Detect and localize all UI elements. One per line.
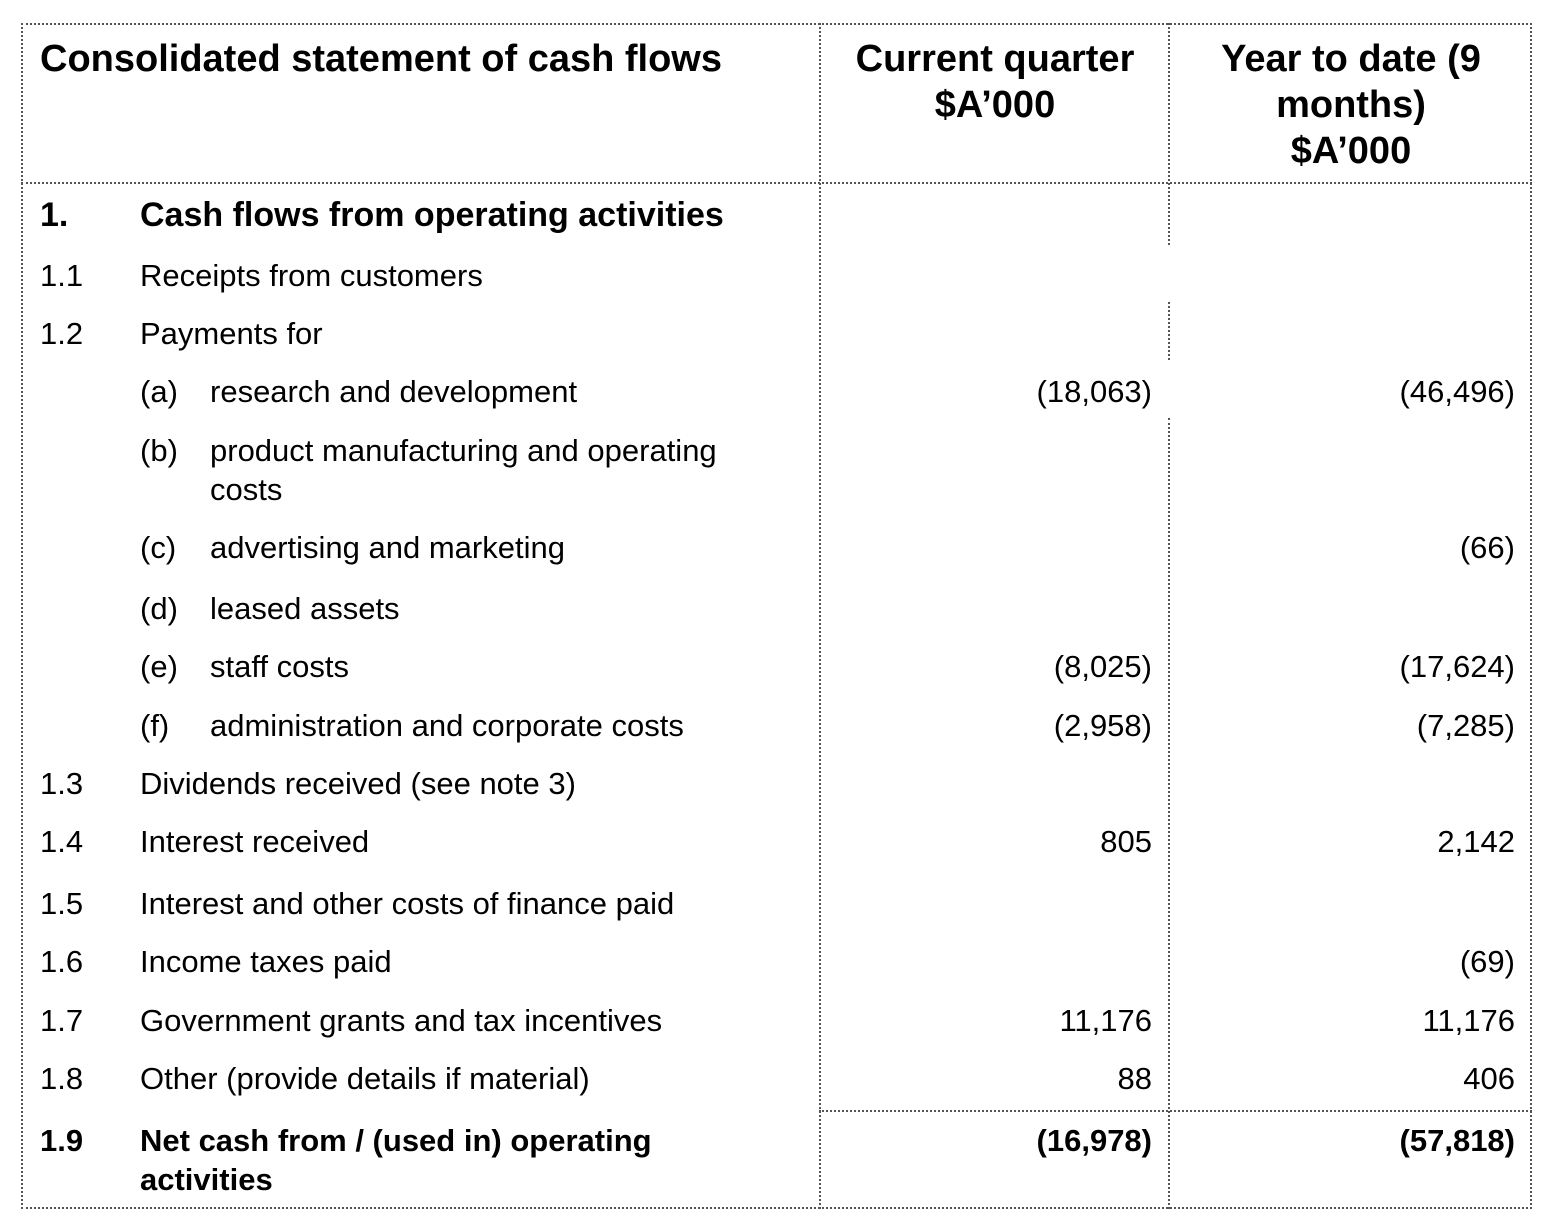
- row-letter: (d): [140, 591, 178, 626]
- year-to-date-value: (66): [1459, 530, 1515, 565]
- row-letter: (b): [140, 433, 178, 468]
- current-quarter-value: (8,025): [1053, 649, 1152, 684]
- year-to-date-value: (46,496): [1399, 374, 1515, 409]
- row-label: research and development: [210, 374, 578, 409]
- row-letter: (e): [140, 649, 178, 684]
- row-label: leased assets: [210, 591, 400, 626]
- row-label: Receipts from customers: [140, 258, 483, 293]
- section-title: Cash flows from operating activities: [140, 196, 724, 234]
- row-number: 1.9: [40, 1123, 84, 1158]
- column-header-ytd-line3: $A’000: [1290, 130, 1412, 172]
- total-divider: [819, 1110, 1532, 1112]
- row-label: Dividends received (see note 3): [140, 766, 576, 801]
- row-label: advertising and marketing: [210, 530, 565, 565]
- row-number: 1.5: [40, 886, 84, 921]
- current-quarter-value: 88: [1117, 1061, 1152, 1096]
- column-header-current-line2: $A’000: [934, 84, 1056, 126]
- row-letter: (a): [140, 374, 178, 409]
- row-number: 1.4: [40, 824, 84, 859]
- row-label-line2: costs: [210, 472, 283, 507]
- row-label: Other (provide details if material): [140, 1061, 590, 1096]
- column-divider-1: [819, 23, 821, 1209]
- total-label-line1: Net cash from / (used in) operating: [140, 1123, 652, 1158]
- column-header-year-to-date: Year to date (9 months) $A’000: [1170, 36, 1532, 174]
- current-quarter-value: 11,176: [1059, 1003, 1152, 1038]
- statement-title: Consolidated statement of cash flows: [40, 38, 722, 80]
- year-to-date-total: (57,818): [1399, 1123, 1515, 1158]
- row-letter: (c): [140, 530, 177, 565]
- current-quarter-total: (16,978): [1036, 1123, 1152, 1158]
- row-label: Payments for: [140, 316, 323, 351]
- current-quarter-value: (2,958): [1053, 708, 1152, 743]
- row-label: staff costs: [210, 649, 349, 684]
- row-label: Interest received: [140, 824, 370, 859]
- table-frame: [21, 23, 1532, 1209]
- row-label: Interest and other costs of finance paid: [140, 886, 675, 921]
- row-number: 1.3: [40, 766, 84, 801]
- row-label-line1: product manufacturing and operating: [210, 433, 717, 468]
- row-label: administration and corporate costs: [210, 708, 684, 743]
- row-number: 1.2: [40, 316, 84, 351]
- row-label: Income taxes paid: [140, 944, 392, 979]
- column-divider-2a: [1168, 23, 1170, 245]
- column-header-current-line1: Current quarter: [855, 38, 1135, 80]
- column-divider-2b: [1168, 302, 1170, 360]
- row-number: 1.7: [40, 1003, 84, 1038]
- year-to-date-value: (7,285): [1416, 708, 1515, 743]
- header-divider: [21, 182, 1532, 184]
- year-to-date-value: 2,142: [1437, 824, 1515, 859]
- year-to-date-value: 406: [1463, 1061, 1515, 1096]
- column-header-ytd-line2: months): [1276, 84, 1426, 126]
- current-quarter-value: 805: [1100, 824, 1152, 859]
- row-label: Government grants and tax incentives: [140, 1003, 663, 1038]
- year-to-date-value: (17,624): [1399, 649, 1515, 684]
- column-divider-2c: [1168, 418, 1170, 1209]
- row-number: 1.1: [40, 258, 84, 293]
- column-header-ytd-line1: Year to date (9: [1221, 38, 1481, 80]
- column-header-current-quarter: Current quarter $A’000: [822, 36, 1168, 128]
- row-label: product manufacturing and operating cost…: [210, 431, 810, 509]
- year-to-date-value: (69): [1459, 944, 1515, 979]
- section-number: 1.: [40, 196, 69, 234]
- year-to-date-value: 11,176: [1422, 1003, 1515, 1038]
- total-label-line2: activities: [140, 1162, 273, 1197]
- row-letter: (f): [140, 708, 170, 743]
- row-number: 1.8: [40, 1061, 84, 1096]
- row-label: Net cash from / (used in) operating acti…: [140, 1121, 800, 1199]
- row-number: 1.6: [40, 944, 84, 979]
- current-quarter-value: (18,063): [1036, 374, 1152, 409]
